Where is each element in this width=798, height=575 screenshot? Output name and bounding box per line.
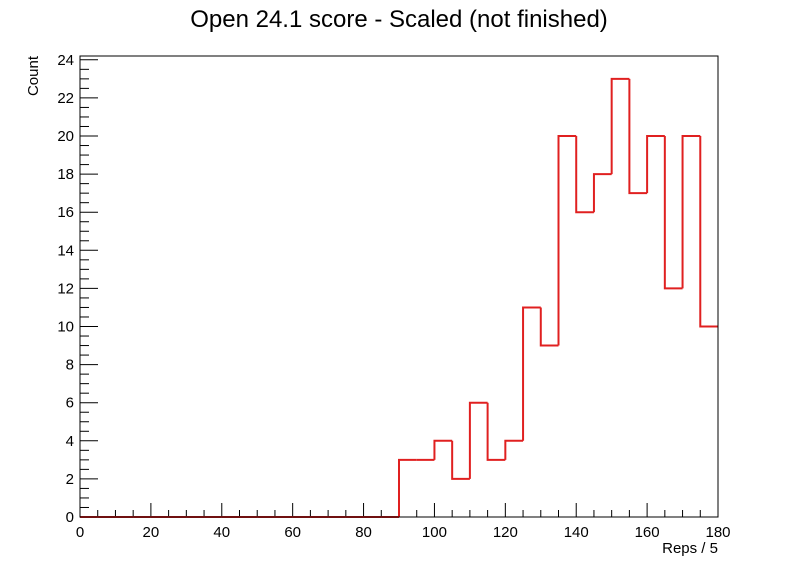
x-tick-label: 40 xyxy=(213,524,230,541)
y-tick-label: 16 xyxy=(57,204,74,221)
x-tick-label: 100 xyxy=(422,524,447,541)
x-tick-label: 20 xyxy=(143,524,160,541)
x-tick-label: 80 xyxy=(355,524,372,541)
histogram-bin xyxy=(663,136,683,290)
histogram-bin xyxy=(610,77,630,175)
histogram-bin xyxy=(451,440,470,480)
histogram-bin xyxy=(699,136,718,328)
histogram-bin xyxy=(557,135,577,346)
y-tick-label: 0 xyxy=(66,509,74,526)
histogram-bin xyxy=(681,135,701,289)
plot-frame xyxy=(79,55,719,518)
y-tick-label: 18 xyxy=(57,166,74,183)
histogram-bin xyxy=(646,135,665,194)
histogram-bin xyxy=(468,401,488,479)
histogram-bin xyxy=(433,439,453,460)
histogram-bin xyxy=(539,307,559,347)
x-tick-label: 160 xyxy=(635,524,660,541)
y-axis-label: Count xyxy=(25,55,42,96)
histogram-bin xyxy=(486,402,506,461)
x-tick-label: 0 xyxy=(76,524,84,541)
plot-frame-layer xyxy=(79,55,719,518)
x-tick-label: 120 xyxy=(493,524,518,541)
chart-title: Open 24.1 score - Scaled (not finished) xyxy=(190,6,608,33)
y-tick-label: 12 xyxy=(57,280,74,297)
histogram-bin xyxy=(504,439,524,460)
y-tick-label: 22 xyxy=(57,90,74,107)
y-tick-label: 20 xyxy=(57,128,74,145)
y-tick-label: 2 xyxy=(66,471,74,488)
axes: 0 20 40 60 80 100 120 140 160 1800246810121416182… xyxy=(57,52,730,541)
y-tick-label: 6 xyxy=(66,395,74,412)
histogram-bin xyxy=(522,306,541,441)
histogram-bin xyxy=(575,136,594,214)
y-tick-label: 8 xyxy=(66,357,74,374)
x-tick-label: 60 xyxy=(284,524,301,541)
histogram-bin xyxy=(398,458,417,517)
histogram-bars xyxy=(80,77,718,518)
y-tick-label: 24 xyxy=(57,52,74,69)
histogram-bin xyxy=(628,78,648,195)
y-tick-label: 10 xyxy=(57,319,74,336)
histogram-bin xyxy=(592,173,612,213)
y-tick-label: 14 xyxy=(57,242,74,259)
y-tick-label: 4 xyxy=(66,433,74,450)
x-tick-label: 140 xyxy=(564,524,589,541)
x-tick-label: 180 xyxy=(705,524,730,541)
x-axis-label: Reps / 5 xyxy=(662,540,718,557)
